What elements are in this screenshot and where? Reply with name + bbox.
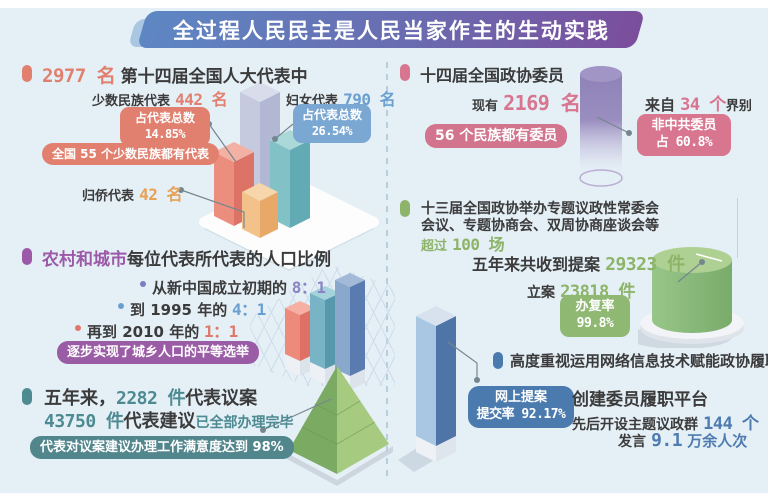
satisfaction-pill: 代表对议案建议办理工作满意度达到 98%	[30, 436, 294, 459]
non-cpc-badge-line2: 占 60.8%	[655, 134, 713, 150]
ratio-heading-em: 农村和城市	[42, 250, 127, 270]
ratio-item-3: 再到 2010 年的 1：1	[87, 318, 238, 342]
discussion-groups: 先后开设主题议政群 144 个	[572, 409, 759, 434]
npc-total-value: 2977 名	[42, 65, 116, 87]
proposals-value: 29323 件	[605, 254, 685, 275]
platform-title: 创建委员履职平台	[572, 390, 708, 410]
minority-coverage-pill: 全国 55 个少数民族都有代表	[42, 143, 220, 165]
reply-rate-badge-line1: 办复率	[575, 299, 615, 314]
ratio-item-1-value: 8：1	[291, 278, 326, 297]
ratio-section-heading: 农村和城市每位代表所代表的人口比例	[42, 245, 331, 270]
digital-section-heading: 高度重视运用网络信息技术赋能政协履职	[510, 352, 768, 370]
cppcc-current-value: 2169 名	[503, 91, 581, 115]
ratio-item-1: 从新中国成立初期的 8：1	[152, 274, 326, 298]
npc-heading-text: 第十四届全国人大代表中	[120, 67, 308, 87]
cppcc-from-label: 来自	[645, 96, 676, 114]
cppcc-current-label: 现有	[472, 99, 499, 114]
cppcc-section-heading: 十四届全国政协委员	[420, 66, 565, 85]
section-bullet-digital	[493, 352, 503, 369]
npc-section-heading: 2977 名 第十四届全国人大代表中	[42, 61, 308, 88]
ratio-conclusion-pill: 逐步实现了城乡人口的平等选举	[57, 341, 260, 364]
online-proposal-badge-line2: 提交率 92.17%	[476, 406, 566, 422]
returned-value: 42 名	[139, 185, 183, 204]
filed-label: 立案	[527, 285, 555, 301]
groups-value: 144 个	[703, 414, 759, 434]
cppcc-from-value: 34 个	[680, 95, 726, 115]
ratio-dot-1	[140, 281, 146, 287]
ratio-item-3-text: 再到 2010 年的	[87, 323, 200, 341]
ethnic-members-pill: 56 个民族都有委员	[425, 124, 568, 148]
meetings-over: 超过 100 场	[421, 231, 505, 255]
minority-badge-line1: 占代表总数	[134, 111, 195, 125]
ratio-dot-3	[75, 325, 81, 331]
ratio-bar-chart-3d	[285, 273, 365, 390]
section-bullet-motions	[22, 388, 32, 405]
ratio-item-2-value: 4：1	[231, 300, 266, 319]
section-bullet-meetings	[400, 200, 410, 217]
motions-line2: 43750 件代表建议已全部办理完毕	[44, 407, 294, 433]
motions-line1-pre: 五年来，	[44, 388, 116, 409]
decorative-thin-line	[737, 198, 738, 258]
speech-count: 发言 9.1 万余人次	[618, 430, 747, 451]
speech-suffix: 万余人次	[687, 432, 748, 450]
blue-column-chart	[398, 306, 456, 472]
online-proposal-badge: 网上提案 提交率 92.17%	[468, 386, 574, 428]
reply-rate-badge-line2: 99.8%	[576, 315, 614, 331]
meetings-line1: 十三届全国政协举办专题议政性常委会	[421, 201, 659, 217]
ratio-item-3-value: 1：1	[203, 322, 238, 341]
column-divider-dashed	[386, 62, 388, 482]
ratio-item-1-text: 从新中国成立初期的	[152, 279, 288, 297]
section-bullet-cppcc	[400, 64, 410, 81]
ratio-dot-2	[118, 303, 124, 309]
minority-badge-line2: 14.85%	[144, 126, 186, 141]
purple-cylinder-chart	[579, 66, 623, 187]
bar-orange	[242, 183, 278, 238]
women-badge-line2: 26.54%	[311, 123, 353, 138]
speech-value: 9.1	[651, 430, 683, 451]
returned-overseas-delegates: 归侨代表 42 名	[82, 181, 183, 205]
meetings-line2: 会议、专题协商会、双周协商座谈会等	[421, 218, 659, 234]
section-bullet-ratio	[22, 248, 32, 265]
minority-delegates: 少数民族代表 442 名	[92, 86, 228, 110]
suggestions-count: 43750 件	[44, 411, 124, 432]
cppcc-from-suffix: 界别	[725, 99, 752, 114]
ratio-bar-blue	[335, 273, 365, 376]
motions-line1-rest: 代表议案	[185, 388, 258, 409]
top-white-strip	[0, 0, 768, 8]
motions-line2-suffix: 已全部办理完毕	[195, 415, 294, 431]
online-proposal-badge-line1: 网上提案	[494, 390, 547, 405]
meetings-over-value: 100 场	[452, 235, 505, 254]
groups-label: 先后开设主题议政群	[572, 417, 698, 433]
speech-label: 发言	[618, 434, 646, 450]
non-cpc-badge: 非中共委员 占 60.8%	[637, 114, 731, 156]
ratio-heading-rest: 每位代表所代表的人口比例	[127, 250, 331, 270]
minority-value: 442 名	[175, 90, 228, 109]
women-badge-line1: 占代表总数	[301, 108, 362, 122]
returned-label: 归侨代表	[82, 189, 135, 204]
non-cpc-badge-line1: 非中共委员	[651, 118, 717, 133]
section-bullet-npc	[22, 65, 32, 82]
green-cylinder-chart	[638, 247, 744, 348]
cppcc-sectors: 来自 34 个界别	[645, 90, 752, 115]
motions-line2-mid: 代表建议	[123, 411, 196, 432]
motions-line1: 五年来，2282 件代表议案	[44, 384, 257, 410]
pyramid-chart	[285, 366, 393, 486]
npc-bar-chart-3d	[199, 82, 379, 271]
ratio-item-2-text: 到 1995 年的	[130, 301, 228, 319]
motions-count: 2282 件	[116, 388, 186, 409]
minority-share-badge: 占代表总数 14.85%	[120, 107, 210, 147]
women-share-badge: 占代表总数 26.54%	[293, 104, 371, 144]
proposals-label: 五年来共收到提案	[472, 255, 601, 274]
ratio-item-2: 到 1995 年的 4：1	[130, 296, 266, 320]
minority-label: 少数民族代表	[92, 94, 171, 109]
reply-rate-badge: 办复率 99.8%	[560, 295, 630, 337]
proposals-received: 五年来共收到提案 29323 件	[472, 250, 685, 276]
meetings-over-label: 超过	[421, 239, 448, 254]
cppcc-current: 现有 2169 名	[472, 87, 581, 116]
